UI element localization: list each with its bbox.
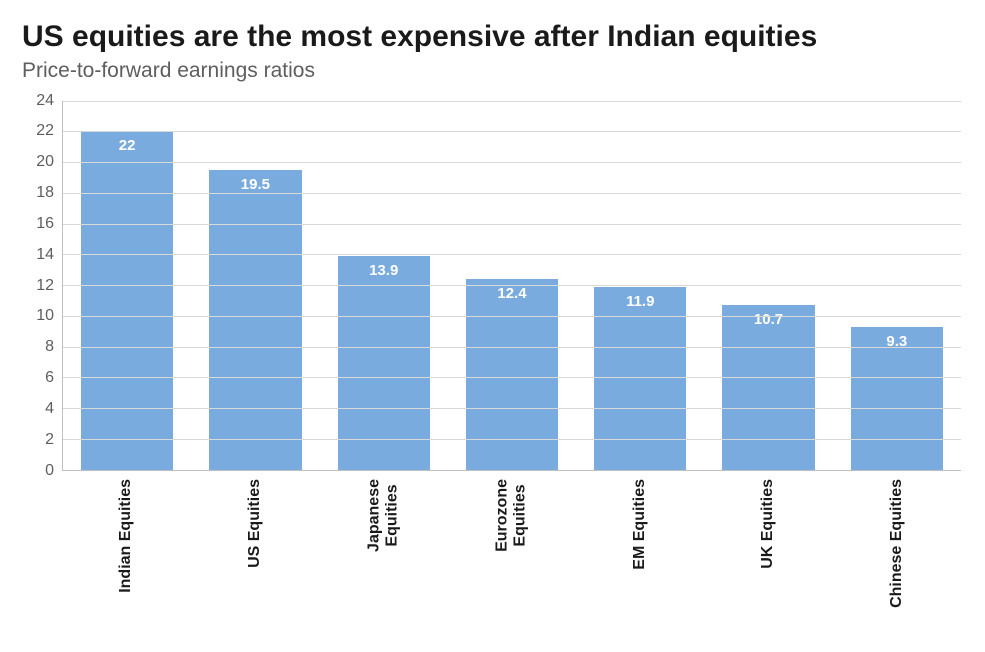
x-category-label: EM Equities	[631, 479, 649, 570]
gridline	[63, 193, 961, 194]
gridline	[63, 439, 961, 440]
bar: 12.4	[466, 279, 558, 470]
y-tick: 18	[36, 184, 54, 202]
gridline	[63, 316, 961, 317]
y-tick: 8	[45, 338, 54, 356]
bar: 13.9	[338, 256, 430, 470]
y-tick: 24	[36, 92, 54, 110]
x-label-slot: US Equities	[190, 479, 318, 609]
bar-value-label: 12.4	[497, 285, 526, 302]
gridline	[63, 162, 961, 163]
y-tick: 14	[36, 246, 54, 264]
y-tick: 4	[45, 400, 54, 418]
y-axis: 024681012141618202224	[22, 101, 62, 471]
x-category-label: US Equities	[246, 479, 264, 568]
y-tick: 2	[45, 431, 54, 449]
y-tick: 20	[36, 153, 54, 171]
bar: 9.3	[851, 327, 943, 470]
x-label-slot: Japanese Equities	[319, 479, 447, 609]
gridline	[63, 224, 961, 225]
chart-title: US equities are the most expensive after…	[22, 20, 965, 55]
x-category-label: UK Equities	[759, 479, 777, 569]
x-label-slot: Chinese Equities	[833, 479, 961, 609]
gridline	[63, 347, 961, 348]
plot-area: 024681012141618202224 2219.513.912.411.9…	[22, 101, 965, 609]
x-category-label: Chinese Equities	[888, 479, 906, 608]
bar-value-label: 19.5	[241, 176, 270, 193]
y-tick: 22	[36, 122, 54, 140]
bar-value-label: 10.7	[754, 311, 783, 328]
chart-subtitle: Price-to-forward earnings ratios	[22, 59, 965, 83]
y-tick: 12	[36, 277, 54, 295]
bar: 19.5	[209, 170, 301, 470]
gridline	[63, 254, 961, 255]
gridline	[63, 285, 961, 286]
x-category-label: Eurozone Equities	[494, 479, 529, 552]
x-category-label: Indian Equities	[117, 479, 135, 593]
gridline	[63, 408, 961, 409]
bar: 10.7	[722, 305, 814, 470]
gridline	[63, 377, 961, 378]
bar-value-label: 22	[119, 137, 136, 154]
x-label-slot: UK Equities	[704, 479, 832, 609]
bar: 22	[81, 131, 173, 469]
gridline	[63, 131, 961, 132]
x-labels-group: Indian Equities US Equities Japanese Equit…	[62, 479, 961, 609]
x-label-slot: Eurozone Equities	[447, 479, 575, 609]
chart-container: US equities are the most expensive after…	[0, 0, 985, 619]
x-category-label: Japanese Equities	[365, 479, 400, 552]
bar-value-label: 13.9	[369, 262, 398, 279]
y-tick: 6	[45, 369, 54, 387]
y-tick: 0	[45, 462, 54, 480]
bar-value-label: 11.9	[626, 293, 654, 310]
grid-area: 22 19.5 13.9 12.4 11.9 10.7 9.3	[62, 101, 961, 471]
y-tick: 16	[36, 215, 54, 233]
gridline	[63, 101, 961, 102]
y-tick: 10	[36, 307, 54, 325]
x-label-slot: Indian Equities	[62, 479, 190, 609]
x-label-slot: EM Equities	[576, 479, 704, 609]
